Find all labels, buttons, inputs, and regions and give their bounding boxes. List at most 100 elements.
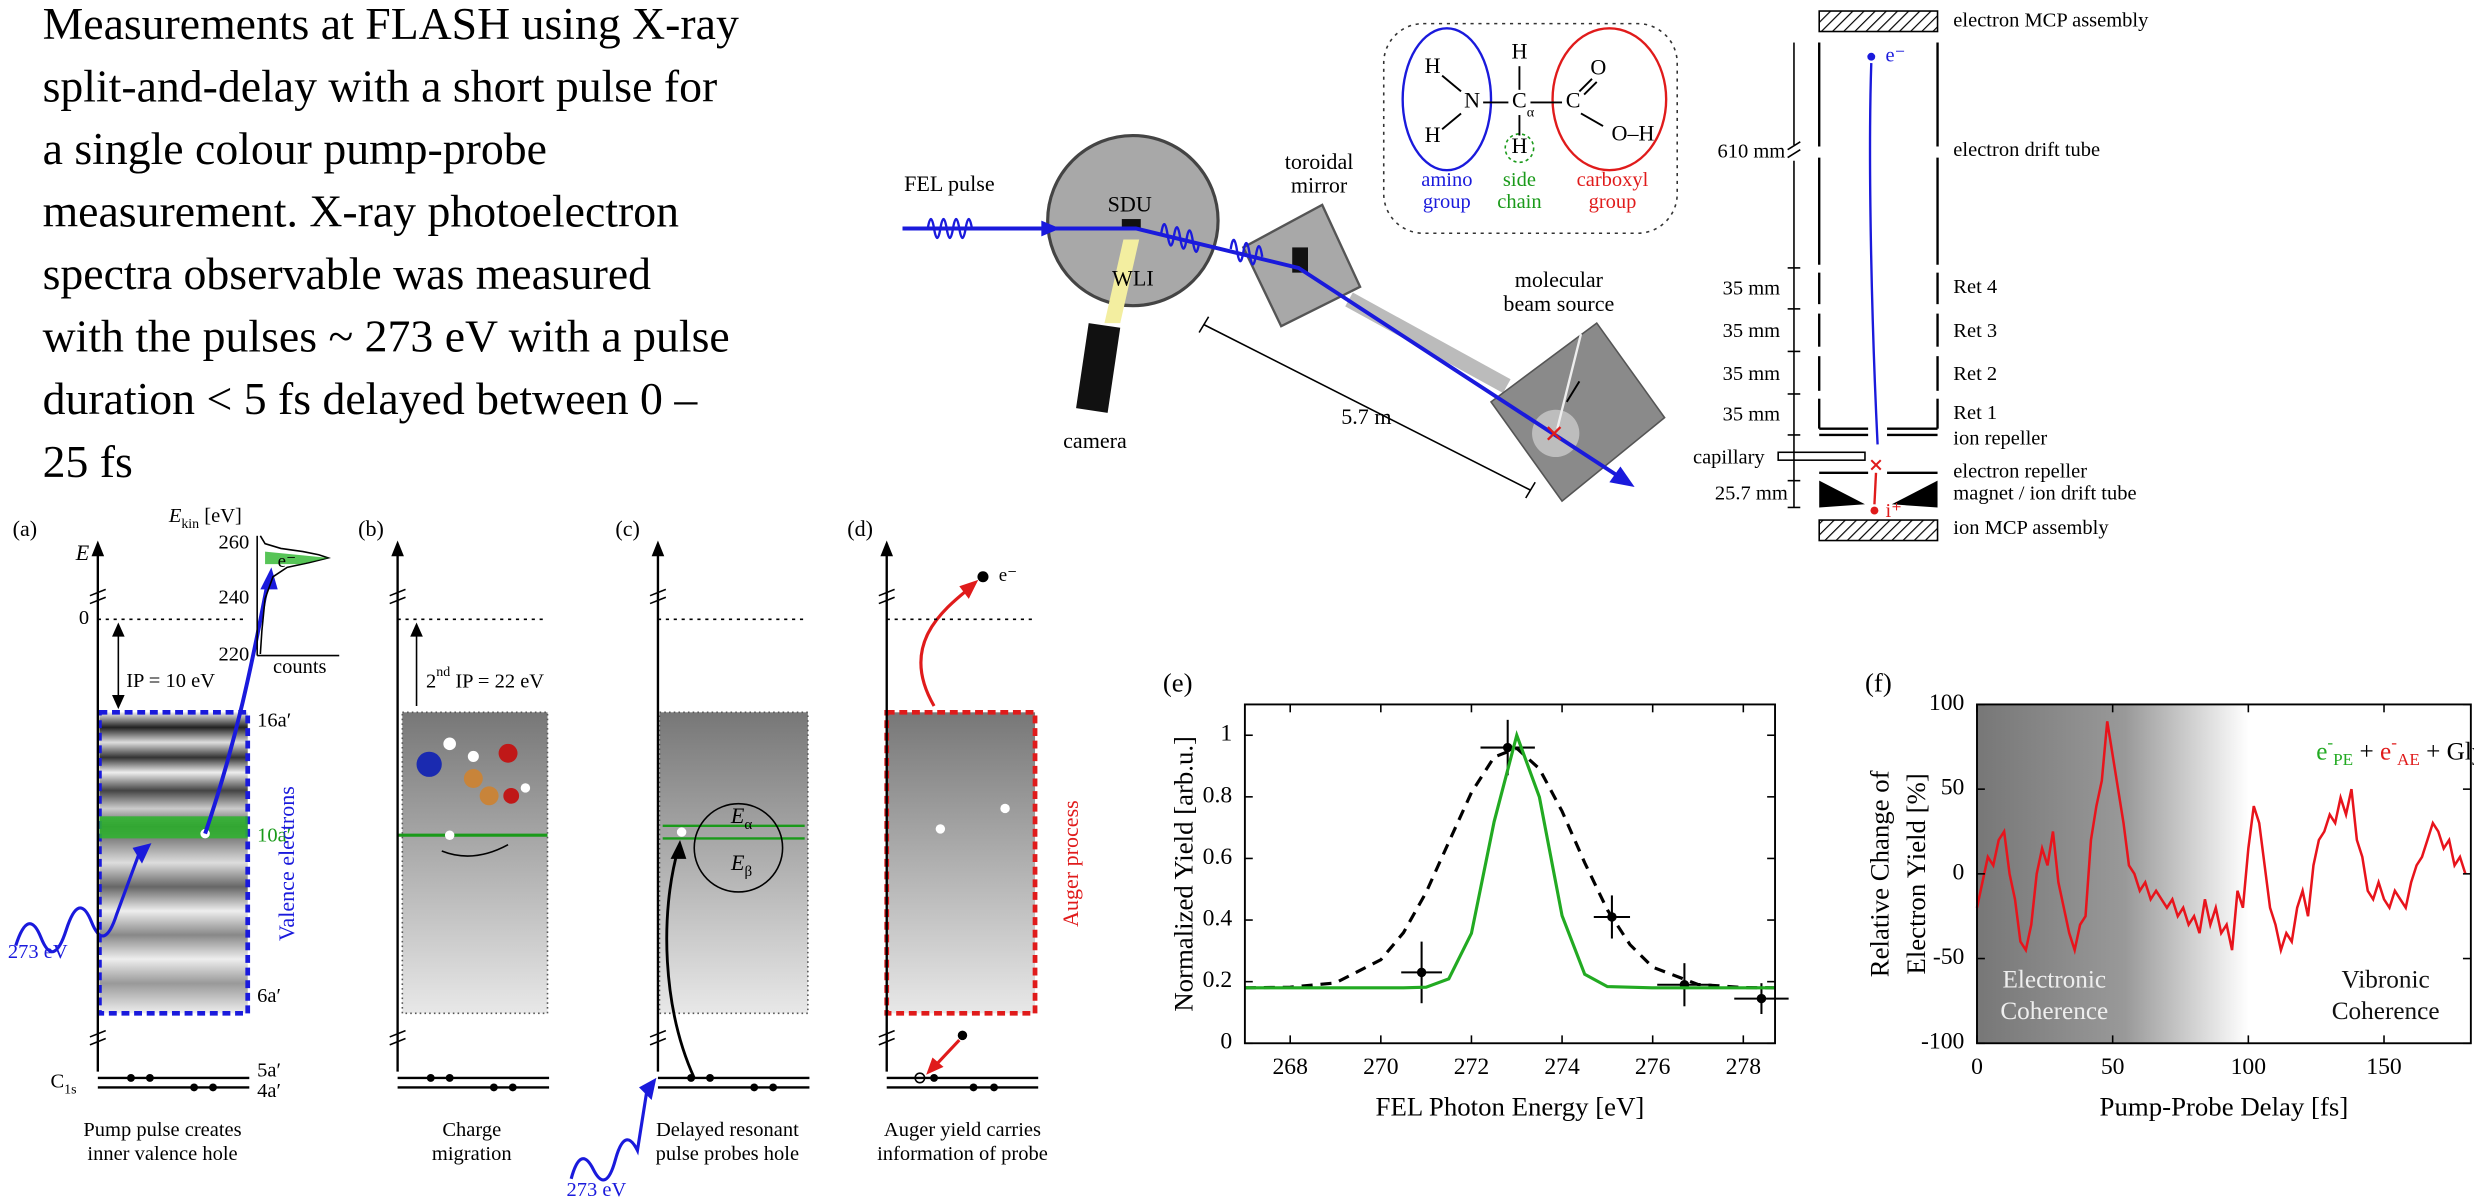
shape-polygon bbox=[1489, 321, 1666, 503]
annotation: Coherence bbox=[2332, 998, 2440, 1025]
data-point bbox=[1756, 993, 1767, 1004]
energy-axis bbox=[389, 540, 550, 1092]
shape-path bbox=[919, 585, 973, 707]
setup-diagram bbox=[902, 22, 1678, 503]
shape-g bbox=[1818, 42, 1939, 474]
shape-circle bbox=[693, 802, 784, 893]
shape-polyline bbox=[902, 226, 1627, 483]
data-point bbox=[1416, 967, 1427, 978]
text-part: + bbox=[2353, 738, 2380, 765]
label: ion MCP assembly bbox=[1953, 517, 2109, 539]
label: 5.7 m bbox=[1341, 404, 1391, 429]
x-axis-label: FEL Photon Energy [eV] bbox=[1376, 1092, 1645, 1122]
shape-line bbox=[1556, 333, 1583, 429]
label: 240 bbox=[219, 587, 250, 609]
shape-path bbox=[665, 847, 696, 1079]
text-part: α bbox=[744, 817, 752, 833]
axis-break bbox=[389, 1029, 406, 1038]
text-part: kin bbox=[181, 517, 199, 532]
shape-line bbox=[1580, 112, 1604, 127]
label: 25.7 mm bbox=[1715, 483, 1788, 505]
y-tick-label: 0.8 bbox=[1203, 782, 1233, 808]
electron-dot bbox=[489, 1083, 498, 1092]
label: C1s bbox=[50, 1070, 76, 1097]
shape-polygon bbox=[1041, 220, 1061, 237]
label: e⁻ bbox=[1885, 44, 1905, 66]
slide-text: with the pulses ~ 273 eV with a pulse bbox=[43, 311, 730, 362]
text-part: e bbox=[2380, 738, 2391, 765]
shape-path bbox=[14, 853, 141, 954]
shape-line bbox=[1565, 380, 1581, 403]
electron-dot bbox=[969, 1083, 978, 1092]
group-label: group bbox=[1589, 191, 1637, 213]
slide-text: duration < 5 fs delayed between 0 – bbox=[43, 373, 699, 424]
label: Ret 2 bbox=[1953, 363, 1997, 385]
text-part: - bbox=[2391, 733, 2397, 752]
shape-rect bbox=[1777, 451, 1866, 461]
shape-circle bbox=[1867, 52, 1876, 61]
label: (b) bbox=[358, 516, 384, 541]
shape-rect bbox=[1121, 219, 1141, 229]
electron-dot bbox=[769, 1083, 778, 1092]
x-tick-label: 276 bbox=[1635, 1054, 1671, 1080]
axis-arrow bbox=[91, 540, 105, 557]
text-part: E bbox=[168, 505, 182, 527]
shape-circle bbox=[1504, 133, 1535, 164]
slide-text: spectra observable was measured bbox=[43, 248, 652, 299]
axis-break bbox=[89, 1029, 107, 1038]
shape-circle bbox=[935, 824, 946, 834]
group-label: side bbox=[1503, 169, 1536, 191]
shape-path bbox=[265, 551, 329, 565]
text-part: E bbox=[730, 803, 745, 828]
y-tick-label: -50 bbox=[1933, 944, 1965, 970]
x-tick-label: 0 bbox=[1971, 1054, 1983, 1080]
x-tick-label: 274 bbox=[1544, 1054, 1580, 1080]
electron-dot bbox=[145, 1073, 154, 1082]
label: (d) bbox=[847, 516, 873, 541]
slide-text: 25 fs bbox=[43, 436, 133, 487]
text-part: 2 bbox=[426, 670, 436, 692]
shape-rect bbox=[1818, 10, 1939, 33]
label: counts bbox=[273, 656, 327, 678]
shape-polygon bbox=[112, 622, 125, 637]
label: camera bbox=[1063, 428, 1127, 453]
data-point bbox=[1502, 742, 1513, 753]
text-part: nd bbox=[436, 665, 450, 680]
shape-rect bbox=[884, 709, 1038, 1016]
label: (c) bbox=[615, 516, 640, 541]
plot-frame bbox=[1243, 703, 1776, 1045]
label: 35 mm bbox=[1723, 363, 1781, 385]
caption: Delayed resonant bbox=[656, 1119, 799, 1141]
shape-path bbox=[203, 579, 271, 835]
shape-polygon bbox=[112, 694, 125, 710]
x-tick-label: 270 bbox=[1363, 1054, 1398, 1080]
label: Eβ bbox=[730, 850, 752, 880]
shape-polygon bbox=[670, 839, 687, 859]
shape-path bbox=[441, 843, 509, 857]
slide-text: Measurements at FLASH using X-ray bbox=[43, 0, 739, 49]
electron-dot bbox=[750, 1083, 759, 1092]
x-tick-label: 268 bbox=[1272, 1054, 1307, 1080]
electron-dot bbox=[930, 1073, 939, 1082]
label: Ret 1 bbox=[1953, 402, 1997, 424]
atom: H bbox=[1425, 122, 1441, 147]
slide-text: measurement. X-ray photoelectron bbox=[43, 186, 680, 237]
text-part: [eV] bbox=[199, 505, 242, 527]
label: Auger process bbox=[1058, 800, 1083, 927]
atom: α bbox=[1527, 105, 1535, 121]
x-axis-label: Pump-Probe Delay [fs] bbox=[2100, 1092, 2349, 1122]
x-tick-label: 150 bbox=[2366, 1054, 2401, 1080]
text-part: β bbox=[744, 865, 752, 881]
axis-break bbox=[89, 596, 107, 605]
shape-g bbox=[1441, 66, 1604, 136]
label: IP = 10 eV bbox=[126, 670, 215, 692]
y-tick-label: 50 bbox=[1941, 775, 1965, 801]
slide-text: a single colour pump-probe bbox=[43, 123, 547, 174]
shape-circle bbox=[467, 750, 479, 762]
shape-ellipse bbox=[1551, 27, 1668, 172]
label: Ekin [eV] bbox=[168, 505, 242, 532]
energy-axis bbox=[878, 540, 1039, 1092]
electron-dot bbox=[508, 1083, 517, 1092]
atom: O–H bbox=[1612, 121, 1655, 146]
shape-line bbox=[1525, 481, 1536, 499]
